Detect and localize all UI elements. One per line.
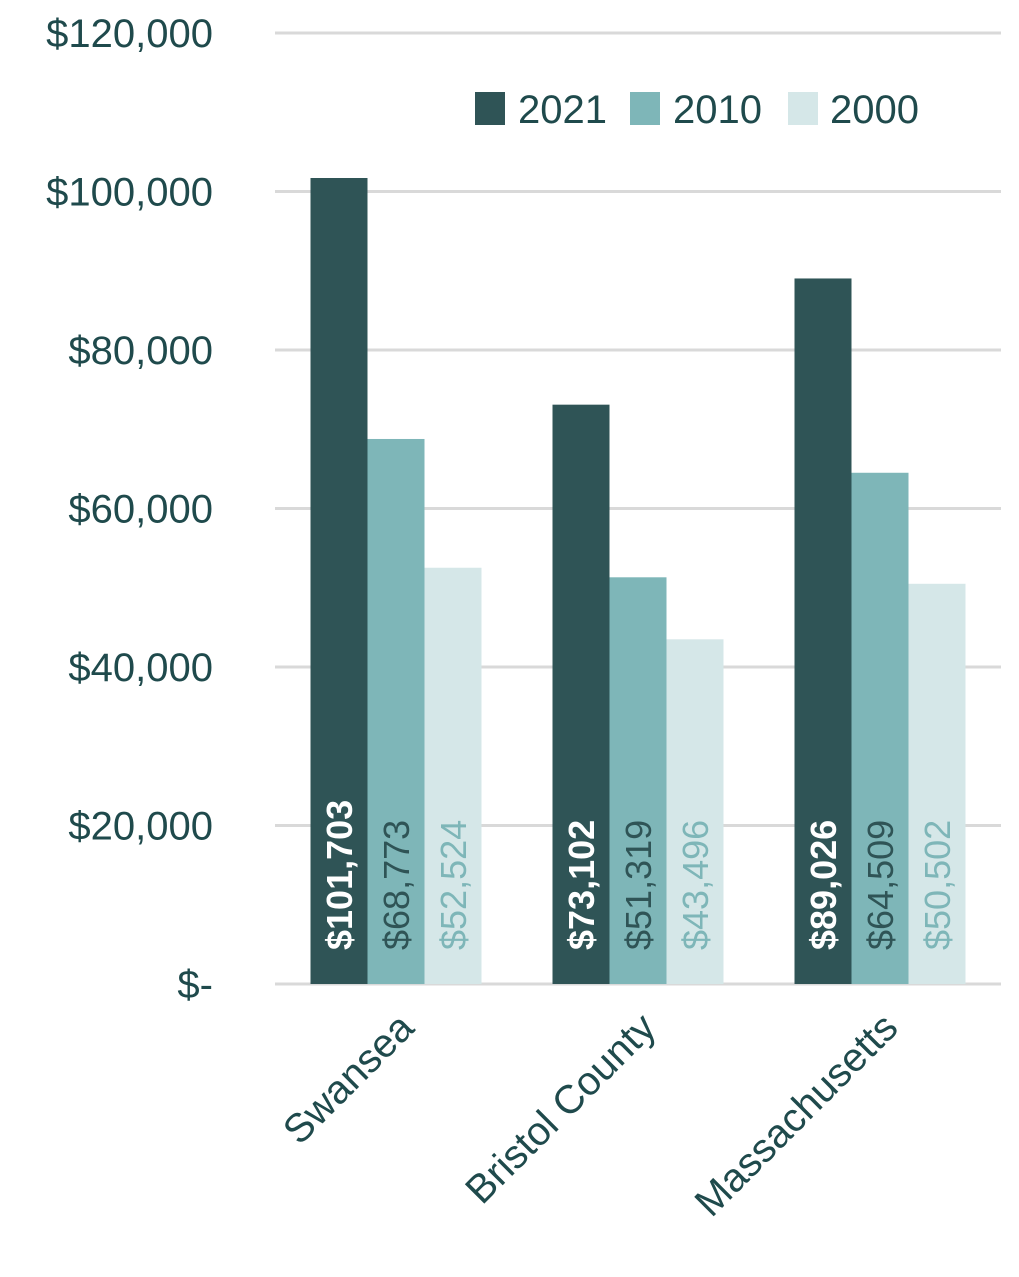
data-label: $68,773	[376, 820, 417, 950]
legend-swatch-2000	[788, 92, 818, 125]
data-label: $51,319	[618, 820, 659, 950]
bar-2021-1	[552, 404, 610, 985]
x-axis-tick-labels: Swansea Bristol County Massachusetts	[275, 1005, 906, 1225]
y-tick-label: $20,000	[68, 805, 213, 849]
bar-2010-0	[367, 438, 425, 984]
data-label: $89,026	[803, 820, 844, 950]
legend-label: 2000	[830, 88, 919, 132]
x-tick-label: Swansea	[275, 1005, 423, 1153]
data-label: $50,502	[917, 820, 958, 950]
y-tick-label: $-	[177, 963, 213, 1007]
data-label: $101,703	[319, 800, 360, 950]
bar-2000-0	[424, 567, 482, 984]
data-label: $52,524	[433, 820, 474, 950]
data-label: $64,509	[860, 820, 901, 950]
x-tick-label: Bristol County	[457, 1005, 664, 1212]
y-axis-tick-labels: $- $20,000 $40,000 $60,000 $80,000 $100,000 $1…	[46, 12, 213, 1007]
data-label: $43,496	[675, 820, 716, 950]
bar-2000-1	[666, 639, 724, 984]
data-labels: $101,703 $68,773 $52,524 $73,102 $51,319 $43,…	[319, 800, 958, 950]
x-tick-label: Massachusetts	[687, 1005, 907, 1225]
y-tick-label: $40,000	[68, 646, 213, 690]
bar-2021-0	[310, 178, 368, 984]
bar-2000-2	[908, 583, 966, 984]
bar-2021-2	[794, 278, 852, 984]
legend-label: 2021	[518, 88, 607, 132]
legend-label: 2010	[673, 88, 762, 132]
legend-swatch-2010	[630, 92, 660, 125]
bars	[310, 178, 966, 985]
y-tick-label: $60,000	[68, 488, 213, 532]
data-label: $73,102	[561, 820, 602, 950]
y-tick-label: $80,000	[68, 329, 213, 373]
legend: 2021 2010 2000	[475, 88, 919, 132]
y-tick-label: $100,000	[46, 171, 213, 215]
y-tick-label: $120,000	[46, 12, 213, 56]
bar-2010-1	[609, 577, 667, 984]
bar-2010-2	[851, 472, 909, 984]
legend-swatch-2021	[475, 92, 505, 125]
